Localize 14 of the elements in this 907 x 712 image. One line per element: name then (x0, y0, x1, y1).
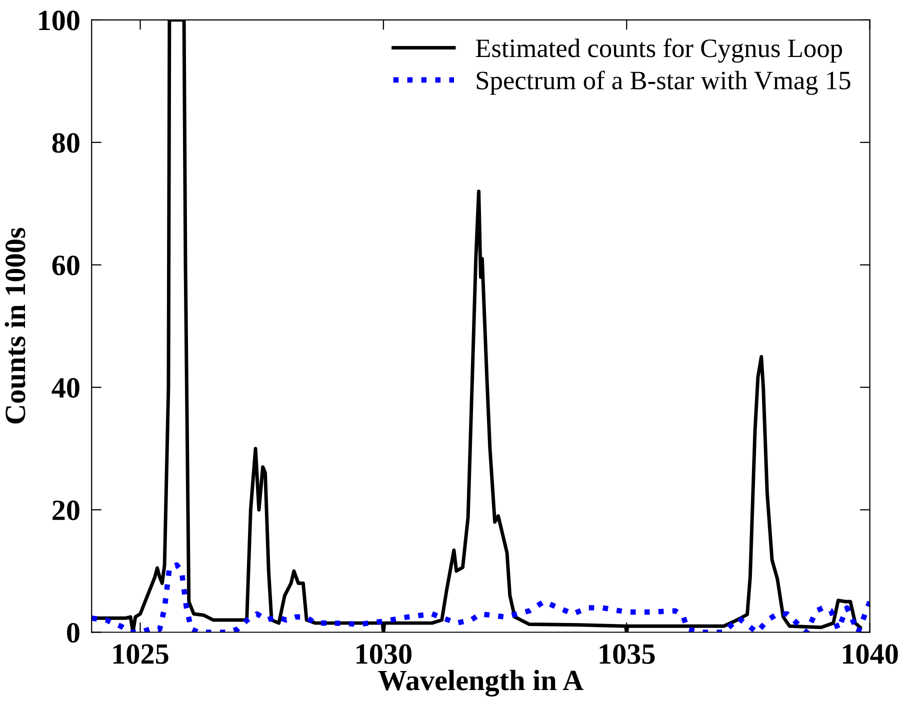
legend-label: Estimated counts for Cygnus Loop (476, 38, 842, 63)
y-tick-label: 20 (52, 500, 80, 520)
x-tick-label: 1035 (600, 644, 655, 664)
x-tick-label: 1030 (356, 644, 412, 664)
y-tick-label: 80 (52, 133, 80, 153)
y-axis-title: Counts in 1000s (4, 228, 26, 424)
x-axis-title: Wavelength in A (378, 670, 584, 696)
y-tick-label: 100 (39, 10, 80, 30)
x-tick-label: 1040 (842, 644, 898, 664)
y-tick-label: 40 (52, 378, 80, 398)
legend-label: Spectrum of a B-star with Vmag 15 (476, 70, 850, 95)
y-tick-label: 0 (67, 622, 80, 643)
y-tick-label: 60 (52, 256, 80, 276)
x-tick-label: 1025 (113, 644, 168, 664)
